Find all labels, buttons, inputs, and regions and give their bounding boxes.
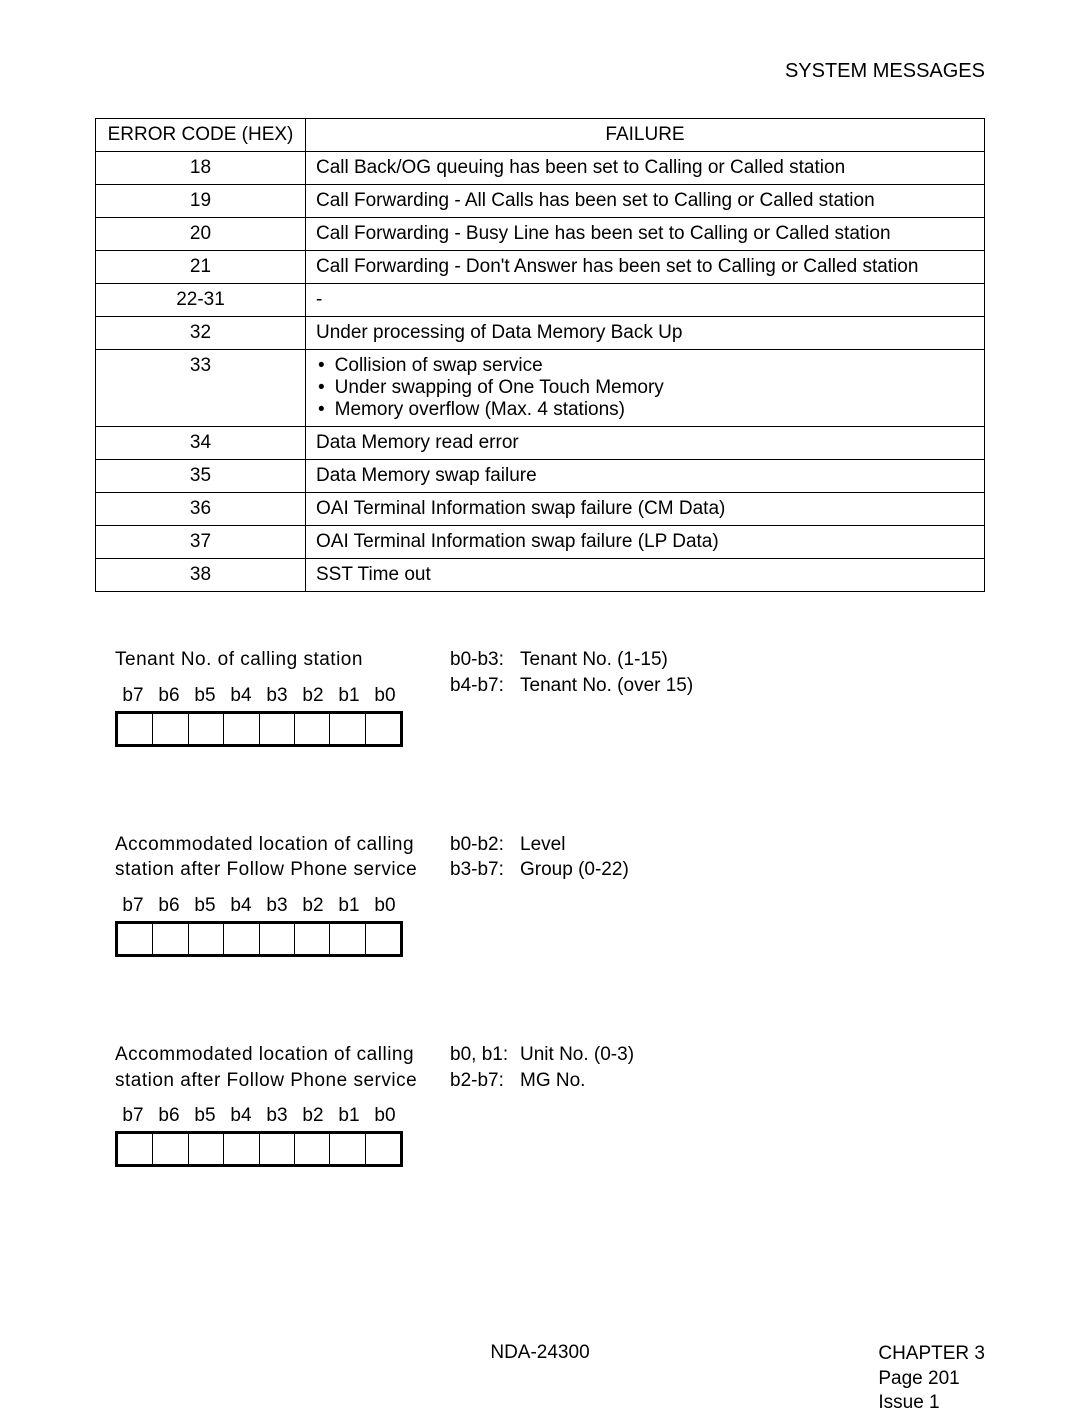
- bit-label: b6: [151, 895, 187, 917]
- bit-label: b0: [367, 895, 403, 917]
- bit-title: Tenant No. of calling station: [115, 647, 425, 673]
- bit-section-location-unit: Accommodated location of calling station…: [95, 1042, 985, 1167]
- table-row: 19 Call Forwarding - All Calls has been …: [96, 185, 985, 218]
- bit-labels: b7 b6 b5 b4 b3 b2 b1 b0: [115, 685, 425, 707]
- col-failure: FAILURE: [306, 119, 985, 152]
- fail-cell: Collision of swap service Under swapping…: [306, 350, 985, 427]
- bit-label: b5: [187, 1105, 223, 1127]
- bit-section-location-level: Accommodated location of calling station…: [95, 832, 985, 957]
- fail-cell: Call Back/OG queuing has been set to Cal…: [306, 152, 985, 185]
- bit-label: b3: [259, 685, 295, 707]
- table-row: 22-31 -: [96, 284, 985, 317]
- bit-label: b2: [295, 895, 331, 917]
- fail-cell: OAI Terminal Information swap failure (C…: [306, 493, 985, 526]
- bit-label: b4: [223, 1105, 259, 1127]
- bit-description: b0-b3:Tenant No. (1-15) b4-b7:Tenant No.…: [450, 647, 693, 698]
- bullet-item: Memory overflow (Max. 4 stations): [318, 399, 974, 421]
- footer-page: Page 201: [878, 1367, 985, 1392]
- bit-labels: b7 b6 b5 b4 b3 b2 b1 b0: [115, 895, 425, 917]
- col-error-code: ERROR CODE (HEX): [96, 119, 306, 152]
- bit-title: Accommodated location of calling station…: [115, 1042, 425, 1093]
- bit-label: b2: [295, 1105, 331, 1127]
- bit-label: b6: [151, 1105, 187, 1127]
- fail-cell: Call Forwarding - Busy Line has been set…: [306, 218, 985, 251]
- footer-issue: Issue 1: [878, 1391, 985, 1416]
- bullet-item: Collision of swap service: [318, 355, 974, 377]
- fail-cell: Data Memory swap failure: [306, 460, 985, 493]
- code-cell: 37: [96, 526, 306, 559]
- fail-cell: Data Memory read error: [306, 427, 985, 460]
- code-cell: 22-31: [96, 284, 306, 317]
- table-row: 38 SST Time out: [96, 559, 985, 592]
- bit-label: b5: [187, 685, 223, 707]
- table-row: 36 OAI Terminal Information swap failure…: [96, 493, 985, 526]
- fail-cell: Call Forwarding - Don't Answer has been …: [306, 251, 985, 284]
- bit-label: b1: [331, 1105, 367, 1127]
- code-cell: 34: [96, 427, 306, 460]
- bit-label: b6: [151, 685, 187, 707]
- code-cell: 19: [96, 185, 306, 218]
- bit-label: b7: [115, 895, 151, 917]
- footer-chapter: CHAPTER 3: [878, 1342, 985, 1367]
- bit-label: b7: [115, 1105, 151, 1127]
- code-cell: 21: [96, 251, 306, 284]
- bullet-item: Under swapping of One Touch Memory: [318, 377, 974, 399]
- code-cell: 35: [96, 460, 306, 493]
- fail-cell: -: [306, 284, 985, 317]
- table-row: 32 Under processing of Data Memory Back …: [96, 317, 985, 350]
- code-cell: 20: [96, 218, 306, 251]
- bit-label: b3: [259, 1105, 295, 1127]
- table-row: 37 OAI Terminal Information swap failure…: [96, 526, 985, 559]
- error-code-table: ERROR CODE (HEX) FAILURE 18 Call Back/OG…: [95, 118, 985, 592]
- bit-label: b3: [259, 895, 295, 917]
- bit-box-row: [115, 921, 403, 957]
- code-cell: 32: [96, 317, 306, 350]
- table-row: 20 Call Forwarding - Busy Line has been …: [96, 218, 985, 251]
- page-header: SYSTEM MESSAGES: [95, 60, 985, 83]
- fail-cell: Under processing of Data Memory Back Up: [306, 317, 985, 350]
- bit-description: b0-b2:Level b3-b7:Group (0-22): [450, 832, 629, 883]
- bit-section-tenant: Tenant No. of calling station b7 b6 b5 b…: [95, 647, 985, 747]
- table-row: 34 Data Memory read error: [96, 427, 985, 460]
- bit-label: b0: [367, 1105, 403, 1127]
- bit-label: b1: [331, 895, 367, 917]
- table-row: 18 Call Back/OG queuing has been set to …: [96, 152, 985, 185]
- code-cell: 36: [96, 493, 306, 526]
- code-cell: 38: [96, 559, 306, 592]
- bit-label: b1: [331, 685, 367, 707]
- table-row: 21 Call Forwarding - Don't Answer has be…: [96, 251, 985, 284]
- fail-cell: OAI Terminal Information swap failure (L…: [306, 526, 985, 559]
- bit-box-row: [115, 711, 403, 747]
- bit-label: b7: [115, 685, 151, 707]
- table-row: 33 Collision of swap service Under swapp…: [96, 350, 985, 427]
- fail-cell: SST Time out: [306, 559, 985, 592]
- bit-label: b4: [223, 895, 259, 917]
- bit-labels: b7 b6 b5 b4 b3 b2 b1 b0: [115, 1105, 425, 1127]
- table-row: 35 Data Memory swap failure: [96, 460, 985, 493]
- bit-label: b0: [367, 685, 403, 707]
- bit-label: b2: [295, 685, 331, 707]
- bit-label: b4: [223, 685, 259, 707]
- bit-title: Accommodated location of calling station…: [115, 832, 425, 883]
- bit-box-row: [115, 1131, 403, 1167]
- bit-label: b5: [187, 895, 223, 917]
- footer-doc-id: NDA-24300: [95, 1342, 985, 1364]
- bit-description: b0, b1:Unit No. (0-3) b2-b7:MG No.: [450, 1042, 634, 1093]
- code-cell: 33: [96, 350, 306, 427]
- fail-cell: Call Forwarding - All Calls has been set…: [306, 185, 985, 218]
- code-cell: 18: [96, 152, 306, 185]
